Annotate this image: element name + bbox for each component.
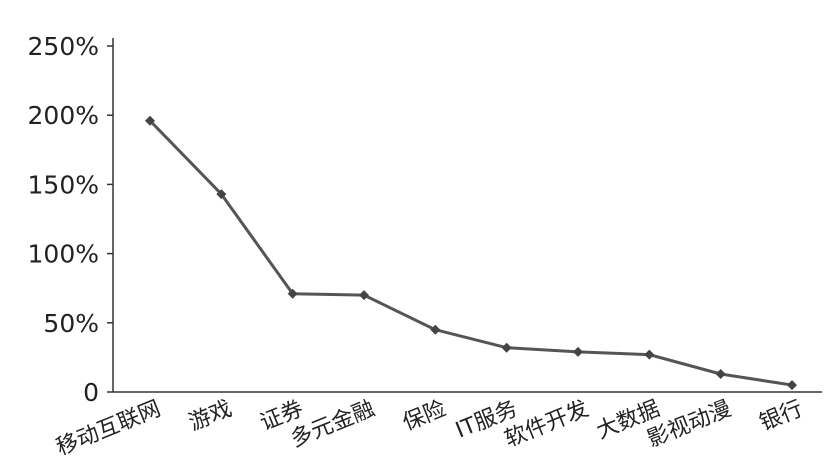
series-group xyxy=(145,115,797,391)
y-tick-label: 0 xyxy=(83,378,99,407)
x-category-label: 保险 xyxy=(399,396,449,436)
y-tick-label: 50% xyxy=(43,309,99,338)
cropped-title-fragment xyxy=(40,0,780,10)
y-tick-label: 100% xyxy=(28,240,99,269)
data-point xyxy=(715,369,726,380)
x-category-label: 银行 xyxy=(756,396,806,436)
y-tick-label: 200% xyxy=(28,101,99,130)
y-axis: 0 50% 100% 150% 200% 250% xyxy=(28,32,114,407)
y-tick-label: 250% xyxy=(28,32,99,61)
data-point xyxy=(430,324,441,335)
data-point xyxy=(216,189,227,200)
data-point xyxy=(287,288,298,299)
data-point xyxy=(644,349,655,360)
data-point xyxy=(145,115,155,126)
data-point xyxy=(787,380,797,391)
data-point xyxy=(501,342,512,353)
data-point xyxy=(573,346,583,357)
x-category-label: 移动互联网 xyxy=(53,396,164,460)
y-tick-label: 150% xyxy=(28,170,99,199)
data-point xyxy=(359,290,369,301)
series-line xyxy=(148,119,793,387)
x-category-label: 游戏 xyxy=(185,396,235,436)
